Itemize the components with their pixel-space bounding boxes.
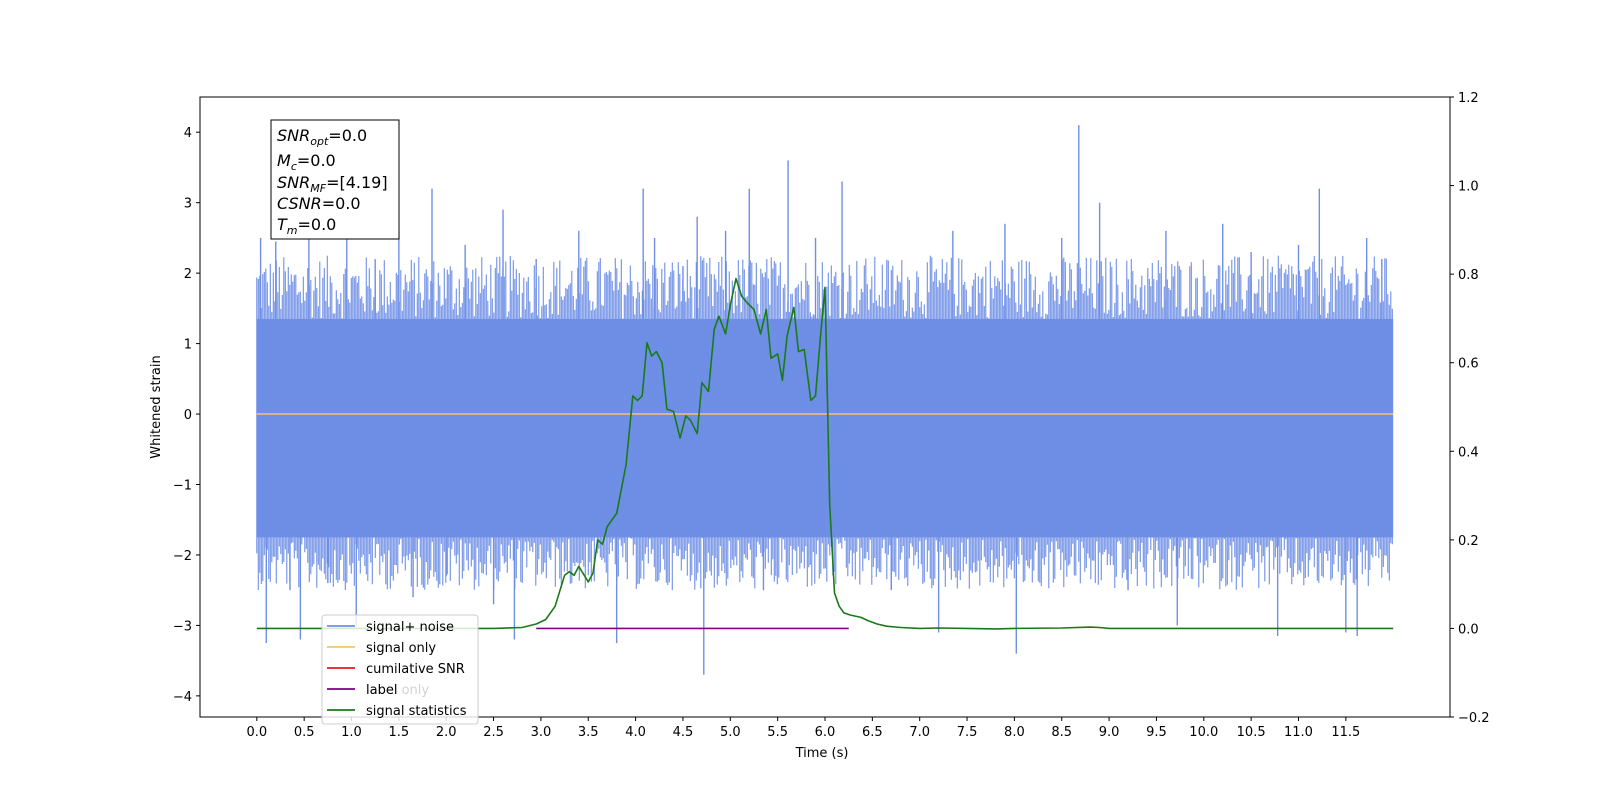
x-axis-label: Time (s) (795, 746, 849, 761)
info-box-frame (270, 119, 400, 240)
y-tick-label: −1 (173, 479, 192, 494)
legend-label: cumilative SNR (366, 662, 465, 677)
legend-label: label (366, 683, 397, 698)
x-tick-label: 3.5 (578, 725, 599, 740)
x-tick-label: 10.5 (1237, 725, 1266, 740)
y-tick-label: 2 (184, 267, 192, 282)
x-tick-label: 4.5 (673, 725, 694, 740)
y-axis-left: −4 −3 −2 −1 0 1 2 3 4 (173, 126, 200, 705)
y-tick-label: 0 (184, 408, 192, 423)
x-tick-label: 1.5 (389, 725, 410, 740)
x-tick-label: 9.0 (1099, 725, 1120, 740)
x-tick-label: 1.0 (341, 725, 362, 740)
y-tick-label: −3 (173, 619, 192, 634)
x-tick-label: 8.5 (1051, 725, 1072, 740)
y-axis-label: Whitened strain (149, 355, 164, 458)
legend-frame (321, 614, 479, 725)
y-tick-label: 1 (184, 338, 192, 353)
y-tick-label: −2 (173, 549, 192, 564)
x-tick-label: 11.5 (1331, 725, 1360, 740)
info-line-t-m: Tm=0.0 (277, 215, 336, 237)
y-right-tick-label: 0.4 (1458, 445, 1479, 460)
info-line-snr-mf: SNRMF=[4.19] (277, 173, 388, 195)
x-axis: 0.0 0.5 1.0 1.5 2.0 2.5 3.0 3.5 4.0 4.5 5.0 5.5 6.0 6… (246, 717, 1360, 740)
y-right-tick-label: 0.0 (1458, 622, 1479, 637)
x-tick-label: 2.0 (436, 725, 457, 740)
legend-label: signal only (366, 641, 436, 656)
x-tick-label: 0.5 (294, 725, 315, 740)
series-signal-noise (256, 125, 1394, 675)
x-tick-label: 10.0 (1189, 725, 1218, 740)
x-tick-label: 5.0 (720, 725, 741, 740)
y-right-tick-label: 1.2 (1458, 91, 1479, 106)
x-tick-label: 5.5 (767, 725, 788, 740)
legend-entry-signal-only: signal only (327, 641, 436, 656)
x-tick-label: 0.0 (246, 725, 267, 740)
series-layer (256, 125, 1394, 675)
legend-label: signal+ noise (366, 620, 454, 635)
y-right-tick-label: 0.2 (1458, 534, 1479, 549)
legend-entry-signal-noise: signal+ noise (327, 620, 454, 635)
y-right-tick-label: −0.2 (1458, 711, 1490, 726)
y-tick-label: 3 (184, 197, 192, 212)
y-tick-label: 4 (184, 126, 192, 141)
info-line-snr-opt: SNRopt=0.0 (277, 126, 367, 148)
legend-label: signal statistics (366, 704, 467, 719)
x-tick-label: 11.0 (1284, 725, 1313, 740)
x-tick-label: 9.5 (1146, 725, 1167, 740)
y-right-tick-label: 1.0 (1458, 180, 1479, 195)
y-right-tick-label: 0.6 (1458, 357, 1479, 372)
x-tick-label: 6.5 (862, 725, 883, 740)
info-line-csnr: CSNR=0.0 (277, 194, 361, 213)
x-tick-label: 4.0 (625, 725, 646, 740)
x-tick-label: 2.5 (483, 725, 504, 740)
x-tick-label: 7.0 (909, 725, 930, 740)
x-tick-label: 3.0 (531, 725, 552, 740)
y-axis-right: −0.2 0.0 0.2 0.4 0.6 0.8 1.0 1.2 (1450, 91, 1490, 726)
noise-trace (256, 255, 1393, 591)
series-signal-statistics (256, 277, 1394, 630)
legend-entry-label: label (327, 683, 397, 698)
y-right-tick-label: 0.8 (1458, 268, 1479, 283)
x-tick-label: 6.0 (815, 725, 836, 740)
legend-entry-signal-statistics: signal statistics (327, 704, 467, 719)
info-line-m-c: Mc=0.0 (277, 151, 336, 173)
x-tick-label: 8.0 (1004, 725, 1025, 740)
legend-entry-cumilative-snr: cumilative SNR (327, 662, 465, 677)
y-tick-label: −4 (173, 690, 192, 705)
x-tick-label: 7.5 (957, 725, 978, 740)
